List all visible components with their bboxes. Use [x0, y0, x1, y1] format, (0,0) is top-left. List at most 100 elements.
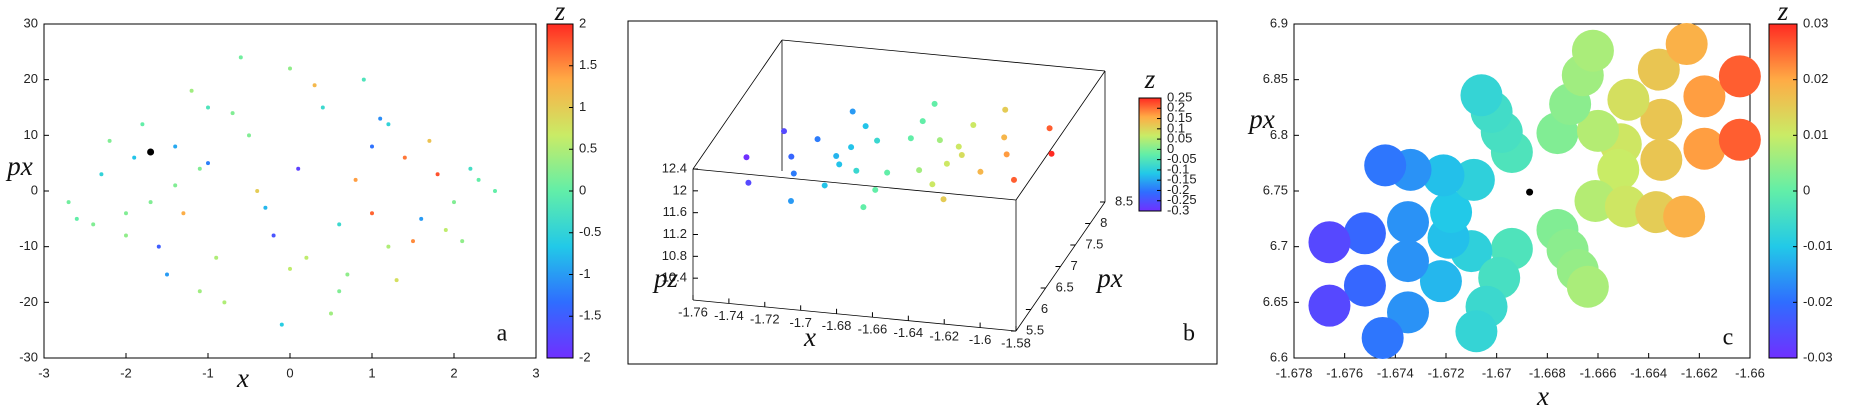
point: [214, 255, 219, 260]
box-edge: [692, 39, 783, 170]
point: [1577, 109, 1619, 152]
colorbar: [1768, 23, 1798, 359]
colorbar-tick-label: 1.5: [579, 57, 597, 72]
z-axis-label: pz: [652, 263, 679, 293]
x-tick-label: -1.676: [1326, 365, 1363, 380]
y-tick-label: 20: [24, 71, 38, 86]
box-edge: [692, 168, 1017, 201]
colorbar-tick-label: 0.02: [1803, 71, 1828, 86]
box-edge: [1015, 70, 1106, 201]
point: [1002, 106, 1009, 113]
colorbar-tick-label: -0.15: [1167, 172, 1197, 187]
y-tick-label: 7.5: [1085, 236, 1103, 251]
point: [427, 138, 432, 143]
point: [781, 128, 788, 135]
point: [1343, 212, 1386, 255]
y-tick-label: 8: [1100, 215, 1107, 230]
point: [745, 179, 752, 186]
z-tick-label: 12: [673, 182, 687, 197]
colorbar-label: z: [1777, 0, 1789, 26]
point: [230, 111, 235, 116]
colorbar-tick-label: -1: [579, 266, 591, 281]
point: [1637, 48, 1680, 91]
point: [140, 122, 145, 127]
point: [743, 154, 750, 161]
colorbar-tick-label: 0.15: [1167, 110, 1192, 125]
point: [66, 200, 71, 205]
point: [1665, 23, 1708, 66]
point: [853, 167, 860, 174]
colorbar-tick-label: -2: [579, 349, 591, 364]
point: [247, 133, 251, 138]
colorbar-tick-label: -0.5: [579, 224, 601, 239]
point: [411, 239, 415, 244]
x-tick-label: -1.6: [969, 332, 991, 347]
y-tick-label: 6.8: [1270, 127, 1288, 142]
point: [936, 137, 943, 144]
point: [312, 83, 317, 88]
point: [156, 244, 161, 249]
point: [378, 116, 383, 121]
x-tick-label: 3: [532, 365, 539, 380]
point: [849, 108, 856, 115]
x-tick-label: -2: [120, 365, 132, 380]
point: [1718, 55, 1761, 98]
point: [468, 166, 473, 171]
point: [1387, 291, 1429, 334]
y-tick-label: -10: [19, 238, 38, 253]
point: [872, 186, 879, 193]
colorbar-tick-label: -0.3: [1167, 202, 1189, 217]
box-edge: [781, 39, 1106, 72]
point: [1010, 176, 1017, 183]
x-tick-label: 0: [286, 365, 293, 380]
point: [1663, 195, 1706, 238]
z-tick-label: 12.4: [662, 160, 687, 175]
point: [1308, 284, 1351, 327]
y-tick-label: 6.6: [1270, 349, 1288, 364]
colorbar-tick-label: -0.01: [1803, 238, 1833, 253]
point: [124, 211, 128, 216]
x-tick-label: -1.664: [1630, 365, 1667, 380]
point: [279, 322, 284, 327]
point: [206, 161, 210, 166]
point: [353, 177, 358, 182]
point: [402, 155, 407, 160]
point: [304, 255, 309, 260]
point: [443, 227, 448, 232]
point: [814, 136, 821, 143]
point: [197, 166, 202, 171]
point: [1387, 240, 1429, 283]
y-tick-label: 0: [31, 182, 38, 197]
point: [435, 172, 440, 177]
point: [1460, 74, 1503, 117]
point: [1640, 138, 1683, 181]
colorbar-tick-label: -0.03: [1803, 349, 1833, 364]
x-tick-label: -1.66: [858, 322, 888, 337]
point: [907, 135, 914, 142]
point: [370, 211, 374, 216]
point: [296, 166, 301, 171]
point: [288, 266, 292, 271]
point: [1308, 221, 1351, 264]
point: [931, 100, 938, 107]
point: [238, 55, 243, 60]
point: [955, 143, 962, 150]
x-tick-label: -1.678: [1276, 365, 1313, 380]
colorbar-tick-label: -1.5: [579, 308, 601, 323]
point: [1640, 98, 1683, 141]
marker-point: [1526, 188, 1534, 196]
point: [206, 105, 210, 110]
point: [940, 196, 947, 203]
point: [1343, 264, 1386, 307]
marker-point: [147, 148, 155, 156]
colorbar-tick-label: 0.2: [1167, 100, 1185, 115]
colorbar-tick-label: -0.25: [1167, 192, 1197, 207]
point: [1422, 154, 1465, 197]
x-tick-label: -1.668: [1529, 365, 1566, 380]
point: [345, 272, 350, 277]
point: [361, 77, 366, 82]
point: [394, 278, 399, 283]
y-tick-label: 6.75: [1263, 182, 1288, 197]
y-tick-label: 8.5: [1115, 193, 1133, 208]
point: [1683, 75, 1726, 118]
